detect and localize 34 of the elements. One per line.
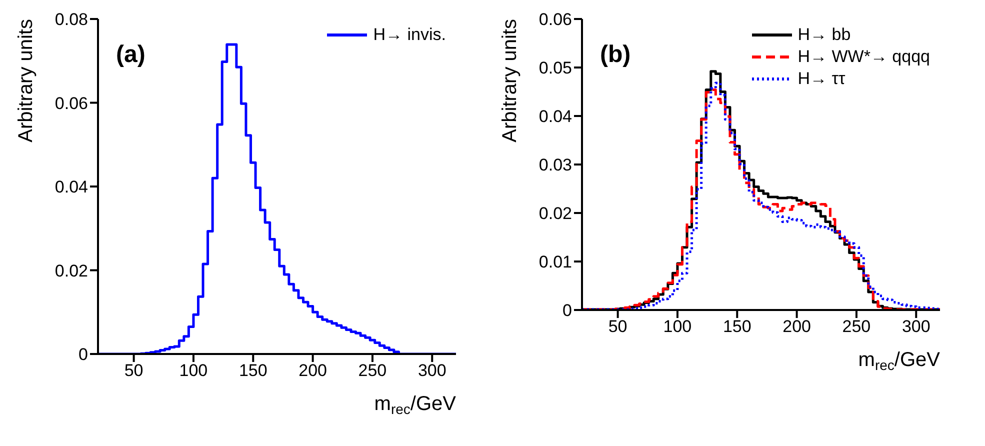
x-tick-label: 150 bbox=[722, 317, 752, 336]
y-tick-label: 0.06 bbox=[54, 94, 88, 113]
y-tick-label: 0 bbox=[562, 301, 572, 320]
annotation: (b) bbox=[600, 41, 631, 69]
y-tick-label: 0.06 bbox=[538, 10, 572, 30]
x-tick-label: 150 bbox=[238, 361, 268, 380]
y-tick-label: 0.03 bbox=[538, 156, 572, 175]
y-tick-label: 0.02 bbox=[538, 204, 572, 224]
x-tick-label: 50 bbox=[124, 361, 144, 380]
y-axis-title: Arbitrary units bbox=[15, 19, 37, 142]
legend-label: H→ ττ bbox=[798, 68, 846, 90]
x-tick-label: 50 bbox=[608, 317, 628, 336]
legend-label: H→ invis. bbox=[373, 24, 446, 46]
x-tick-label: 250 bbox=[842, 317, 871, 336]
legend-label: H→ bb bbox=[798, 24, 851, 46]
y-tick-label: 0.02 bbox=[54, 261, 88, 280]
x-axis-title: m$_{rec}$/GeV bbox=[374, 393, 457, 418]
x-tick-label: 250 bbox=[358, 361, 387, 380]
x-tick-label: 200 bbox=[298, 361, 327, 380]
x-tick-label: 200 bbox=[782, 317, 811, 336]
annotation: (a) bbox=[116, 41, 146, 69]
x-tick-label: 300 bbox=[902, 317, 930, 336]
x-axis-title: m$_{rec}$/GeV bbox=[858, 349, 941, 374]
y-tick-label: 0.04 bbox=[54, 178, 88, 197]
y-tick-label: 0.08 bbox=[54, 10, 88, 30]
y-axis-title: Arbitrary units bbox=[499, 19, 521, 142]
legend-label: H→ WW*→ qqqq bbox=[798, 46, 930, 68]
y-tick-label: 0 bbox=[78, 345, 88, 364]
y-tick-label: 0.01 bbox=[538, 252, 572, 272]
y-tick-label: 0.05 bbox=[538, 58, 572, 78]
x-tick-label: 100 bbox=[179, 361, 208, 380]
x-tick-label: 300 bbox=[418, 361, 446, 380]
x-tick-label: 100 bbox=[663, 317, 692, 336]
y-tick-label: 0.04 bbox=[538, 107, 572, 126]
